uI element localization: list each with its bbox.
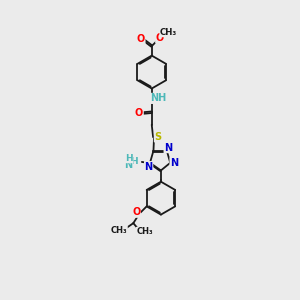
Text: N: N [170, 158, 178, 168]
Text: O: O [132, 207, 140, 217]
Text: N: N [124, 160, 133, 170]
Text: O: O [135, 108, 143, 118]
Text: N: N [164, 142, 172, 153]
Text: CH₃: CH₃ [111, 226, 127, 235]
Text: H: H [125, 154, 133, 163]
Text: H: H [130, 158, 138, 166]
Text: N: N [145, 162, 153, 172]
Text: S: S [154, 132, 161, 142]
Text: CH₃: CH₃ [136, 227, 153, 236]
Text: O: O [156, 33, 164, 43]
Text: CH₃: CH₃ [160, 28, 177, 37]
Text: O: O [137, 34, 145, 44]
Text: NH: NH [150, 93, 167, 103]
